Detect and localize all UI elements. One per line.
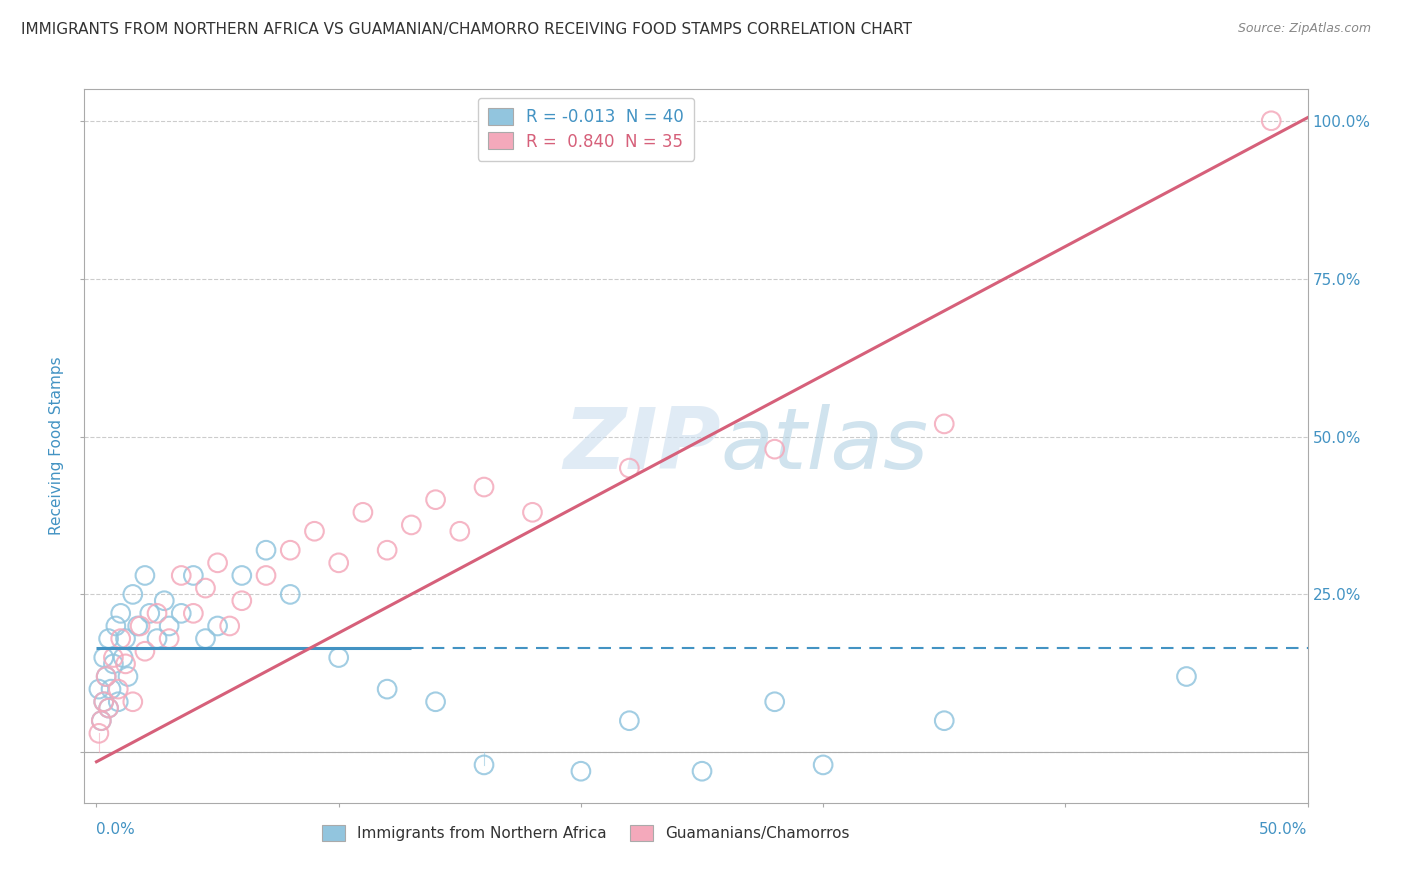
Point [231,568,253,582]
Point [97,632,120,646]
Point [121,587,143,601]
Point [146,632,169,646]
Point [183,568,205,582]
Point [401,517,423,532]
Point [934,417,956,431]
Point [449,524,471,539]
Point [90,714,112,728]
Point [425,492,447,507]
Point [231,593,253,607]
Point [254,543,277,558]
Point [114,632,136,646]
Point [472,480,495,494]
Point [425,695,447,709]
Point [112,650,135,665]
Point [97,701,120,715]
Point [328,556,350,570]
Point [811,758,834,772]
Point [183,607,205,621]
Point [107,695,129,709]
Point [93,695,115,709]
Point [157,619,180,633]
Point [103,650,125,665]
Point [134,568,156,582]
Text: 50.0%: 50.0% [1260,822,1308,837]
Point [375,543,398,558]
Point [194,581,217,595]
Point [763,695,786,709]
Point [107,682,129,697]
Point [328,650,350,665]
Point [110,632,132,646]
Point [352,505,374,519]
Point [304,524,326,539]
Point [278,543,301,558]
Point [104,619,127,633]
Text: 0.0%: 0.0% [97,822,135,837]
Point [619,461,641,475]
Point [254,568,277,582]
Text: ZIP: ZIP [562,404,720,488]
Text: atlas: atlas [720,404,928,488]
Point [207,556,229,570]
Point [278,587,301,601]
Point [134,644,156,658]
Point [87,682,110,697]
Point [103,657,125,671]
Point [170,568,193,582]
Point [97,701,120,715]
Point [96,669,118,683]
Point [153,593,176,607]
Point [157,632,180,646]
Point [93,695,115,709]
Point [117,669,139,683]
Point [129,619,152,633]
Point [93,650,115,665]
Point [763,442,786,457]
Point [90,714,112,728]
Point [121,695,143,709]
Point [87,726,110,740]
Text: IMMIGRANTS FROM NORTHERN AFRICA VS GUAMANIAN/CHAMORRO RECEIVING FOOD STAMPS CORR: IMMIGRANTS FROM NORTHERN AFRICA VS GUAMA… [21,22,912,37]
Point [619,714,641,728]
Point [934,714,956,728]
Point [569,764,592,779]
Point [170,607,193,621]
Point [207,619,229,633]
Text: Source: ZipAtlas.com: Source: ZipAtlas.com [1237,22,1371,36]
Point [522,505,544,519]
Y-axis label: Receiving Food Stamps: Receiving Food Stamps [49,357,65,535]
Point [472,758,495,772]
Point [194,632,217,646]
Point [146,607,169,621]
Point [114,657,136,671]
Legend: Immigrants from Northern Africa, Guamanians/Chamorros: Immigrants from Northern Africa, Guamani… [315,817,858,848]
Point [96,669,118,683]
Point [375,682,398,697]
Point [139,607,162,621]
Point [1260,113,1282,128]
Point [127,619,149,633]
Point [110,607,132,621]
Point [690,764,713,779]
Point [1175,669,1198,683]
Point [100,682,122,697]
Point [218,619,240,633]
